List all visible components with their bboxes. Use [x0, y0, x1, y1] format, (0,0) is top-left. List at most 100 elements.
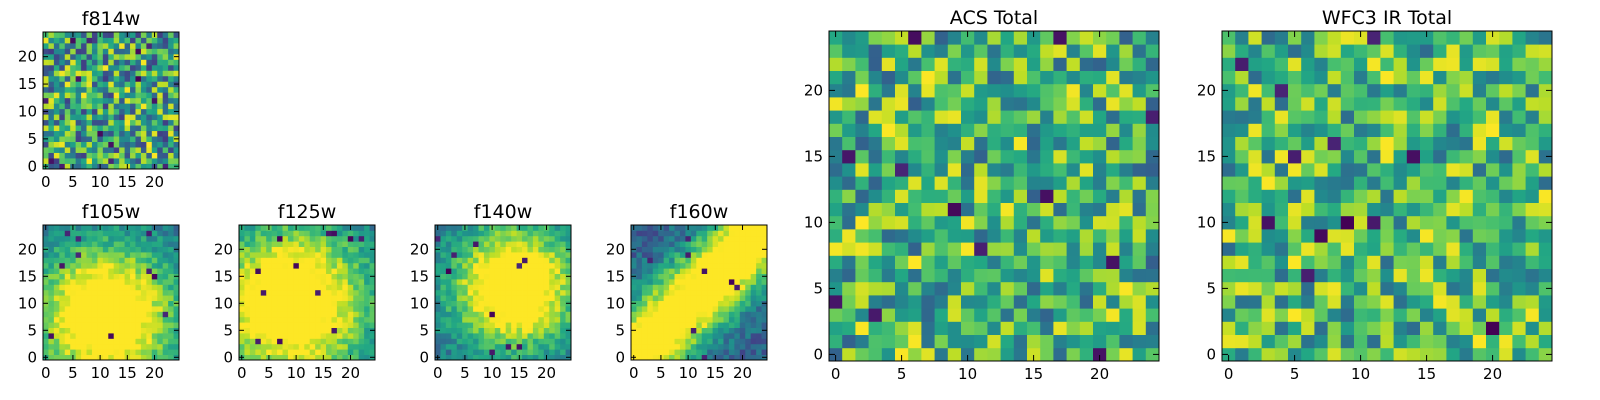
heatmap-cell	[554, 322, 561, 328]
heatmap-cell	[451, 273, 458, 280]
heatmap-cell	[734, 235, 741, 242]
heatmap-cell	[124, 241, 131, 247]
heatmap-cell	[91, 268, 98, 274]
heatmap-cell	[336, 284, 343, 291]
heatmap-cell	[478, 338, 485, 345]
heatmap-cell	[260, 300, 267, 307]
heatmap-cell	[560, 279, 566, 285]
heatmap-cell	[908, 308, 922, 322]
heatmap-cell	[921, 70, 935, 85]
heatmap-cell	[1222, 242, 1236, 256]
heatmap-cell	[1222, 83, 1236, 98]
heatmap-cell	[81, 59, 87, 66]
heatmap-cell	[987, 308, 1001, 322]
heatmap-cell	[48, 235, 55, 242]
x-tick-label: 10	[91, 364, 110, 382]
heatmap-cell	[130, 75, 136, 82]
heatmap-cell	[478, 289, 485, 296]
heatmap-cell	[353, 300, 360, 307]
heatmap-cell	[829, 136, 843, 151]
heatmap-cell	[494, 327, 501, 334]
heatmap-cell	[315, 354, 321, 361]
heatmap-cell	[712, 241, 719, 247]
heatmap-cell	[1420, 215, 1434, 230]
heatmap-cell	[353, 262, 360, 269]
heatmap-cell	[146, 273, 153, 280]
heatmap-cell	[456, 273, 463, 280]
heatmap-cell	[462, 300, 469, 307]
heatmap-cell	[124, 158, 131, 164]
heatmap-cell	[244, 306, 251, 312]
heatmap-cell	[1013, 97, 1028, 111]
heatmap-cell	[560, 311, 566, 318]
heatmap-cell	[1261, 136, 1276, 151]
heatmap-cell	[135, 349, 142, 355]
heatmap-cell	[663, 343, 670, 350]
heatmap-cell	[70, 235, 77, 242]
heatmap-cell	[81, 354, 87, 361]
heatmap-cell	[1354, 110, 1368, 124]
heatmap-cell	[146, 92, 153, 99]
heatmap-cell	[987, 281, 1001, 296]
heatmap-cell	[1093, 347, 1107, 362]
x-tick-label: 5	[68, 173, 78, 191]
heatmap-cell	[1525, 215, 1540, 230]
heatmap-cell	[1512, 83, 1526, 98]
heatmap-cell	[151, 130, 158, 137]
heatmap-cell	[1446, 123, 1460, 137]
heatmap-cell	[1013, 321, 1028, 335]
heatmap-cell	[674, 322, 681, 328]
heatmap-cell	[435, 279, 441, 285]
heatmap-cell	[1132, 31, 1147, 45]
heatmap-cell	[102, 225, 109, 231]
heatmap-cell	[130, 279, 136, 285]
heatmap-cell	[554, 252, 561, 258]
heatmap-cell	[1235, 308, 1249, 322]
heatmap-cell	[43, 257, 49, 264]
heatmap-cell	[326, 338, 332, 345]
heatmap-cell	[435, 230, 441, 237]
heatmap-cell	[1274, 295, 1289, 309]
heatmap-cell	[282, 279, 289, 285]
heatmap-cell	[658, 333, 665, 339]
heatmap-cell	[1261, 215, 1276, 230]
heatmap-cell	[631, 333, 637, 339]
heatmap-cell	[516, 241, 523, 247]
heatmap-cell	[538, 252, 545, 258]
heatmap-cell	[895, 268, 909, 283]
heatmap-cell	[1288, 176, 1302, 190]
heatmap-cell	[549, 338, 556, 345]
heatmap-cell	[309, 257, 316, 264]
heatmap-cell	[277, 333, 283, 339]
heatmap-cell	[102, 48, 109, 55]
x-tick-label: 20	[1483, 365, 1502, 383]
heatmap-cell	[1380, 163, 1394, 177]
heatmap-cell	[505, 246, 512, 253]
heatmap-cell	[462, 316, 469, 323]
heatmap-cell	[1512, 189, 1526, 203]
heatmap-cell	[756, 327, 762, 334]
heatmap-cell	[304, 230, 311, 237]
heatmap-cell	[445, 327, 452, 334]
heatmap-cell	[102, 53, 109, 60]
heatmap-cell	[500, 241, 507, 247]
heatmap-cell	[173, 92, 180, 99]
heatmap-cell	[652, 300, 659, 307]
heatmap-cell	[494, 268, 501, 274]
heatmap-cell	[53, 235, 60, 242]
heatmap-cell	[369, 316, 376, 323]
heatmap-cell	[130, 114, 136, 121]
heatmap-cell	[70, 273, 77, 280]
heatmap-cell	[690, 230, 697, 237]
heatmap-cell	[1132, 229, 1147, 243]
heatmap-cell	[1486, 215, 1500, 230]
heatmap-cell	[81, 70, 87, 77]
heatmap-cell	[320, 338, 327, 345]
heatmap-cell	[718, 327, 724, 334]
heatmap-cell	[1380, 176, 1394, 190]
heatmap-cell	[696, 252, 703, 258]
heatmap-cell	[1106, 229, 1120, 243]
heatmap-cell	[1235, 163, 1249, 177]
heatmap-cell	[347, 235, 354, 242]
heatmap-cell	[358, 230, 365, 237]
